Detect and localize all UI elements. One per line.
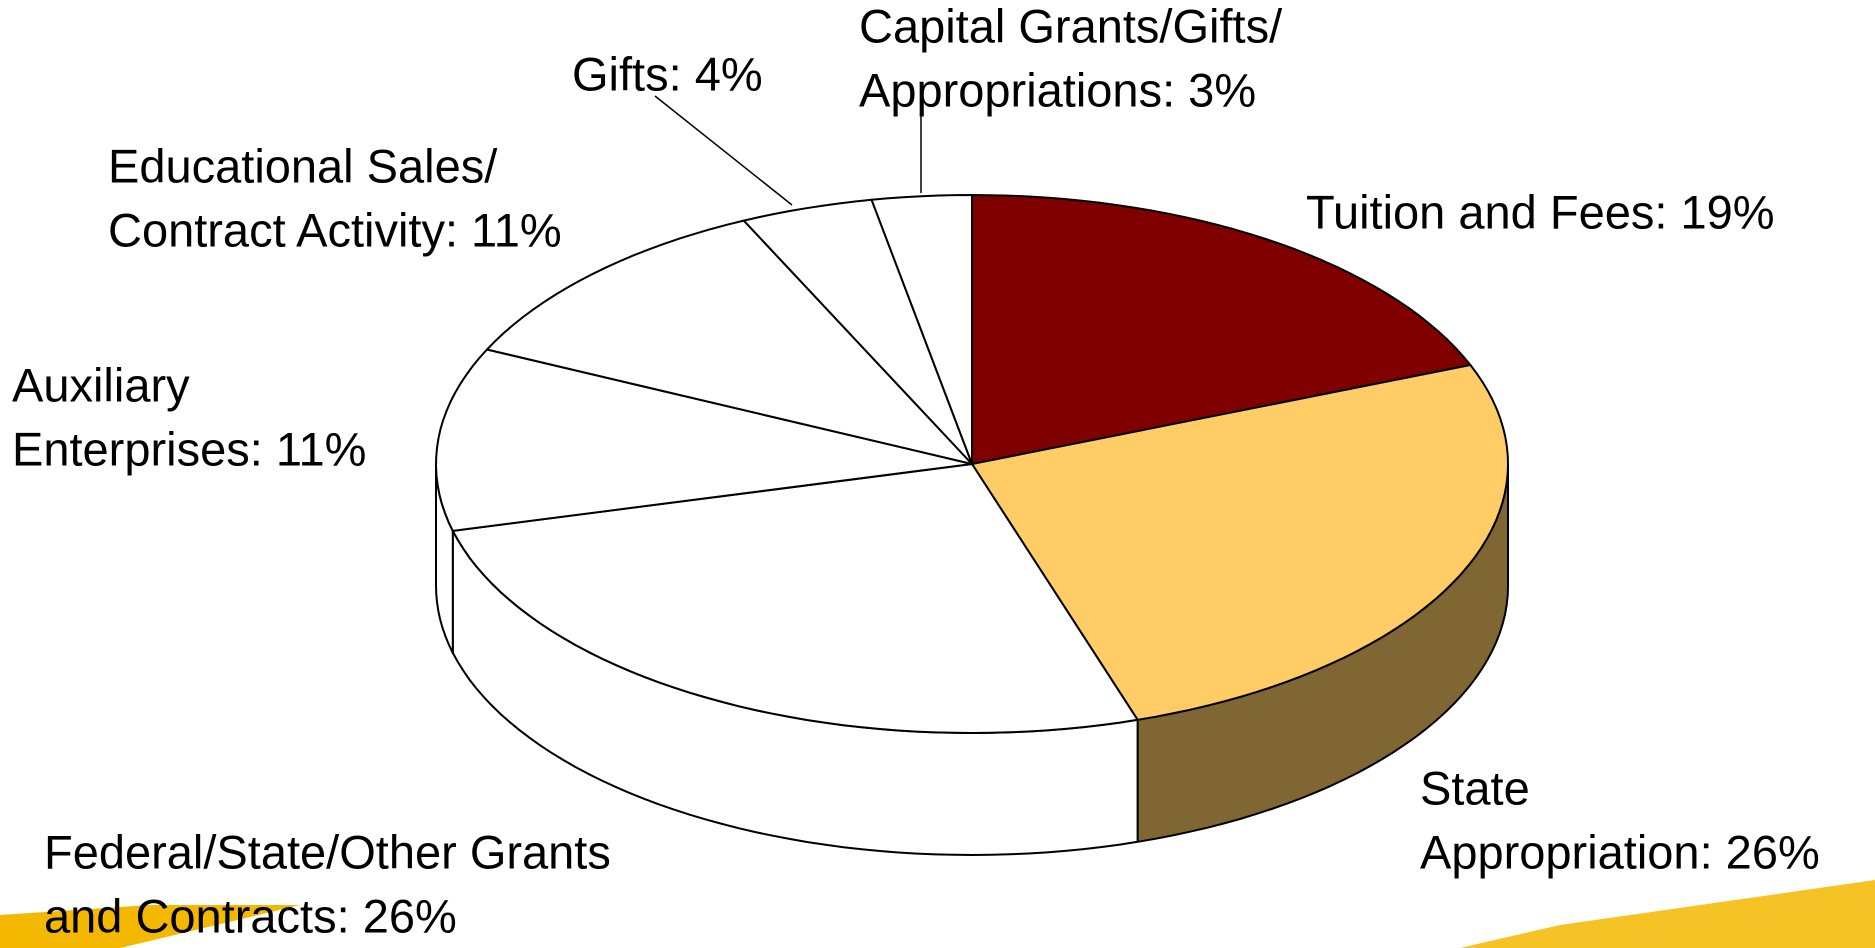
pie <box>435 194 1509 856</box>
slice-label: and Contracts: 26% <box>44 889 457 942</box>
slice-label: State <box>1420 761 1530 814</box>
slice-label: Contract Activity: 11% <box>108 203 562 256</box>
slice-label: Gifts: 4% <box>572 47 763 100</box>
slice <box>486 219 973 465</box>
slice-label: Capital Grants/Gifts/ <box>859 0 1283 52</box>
labels: Tuition and Fees: 19% State Appropriation:… <box>12 0 1820 942</box>
slice-label: Appropriation: 26% <box>1420 825 1820 878</box>
leader-line <box>654 95 793 206</box>
slice <box>971 194 1472 465</box>
slice-label: Auxiliary <box>12 358 190 411</box>
decor-swoosh <box>0 905 300 948</box>
slice-label: Tuition and Fees: 19% <box>1306 185 1775 238</box>
slice <box>870 194 973 465</box>
slice-label: Enterprises: 11% <box>12 422 366 475</box>
slice-label: Federal/State/Other Grants <box>44 825 611 878</box>
slice <box>971 364 1509 721</box>
slice <box>742 198 973 465</box>
decor-swoosh <box>1460 880 1875 948</box>
slice <box>451 463 1139 734</box>
slice-label: Educational Sales/ <box>108 139 498 192</box>
slice <box>435 348 973 532</box>
slice-label: Appropriations: 3% <box>859 63 1256 116</box>
